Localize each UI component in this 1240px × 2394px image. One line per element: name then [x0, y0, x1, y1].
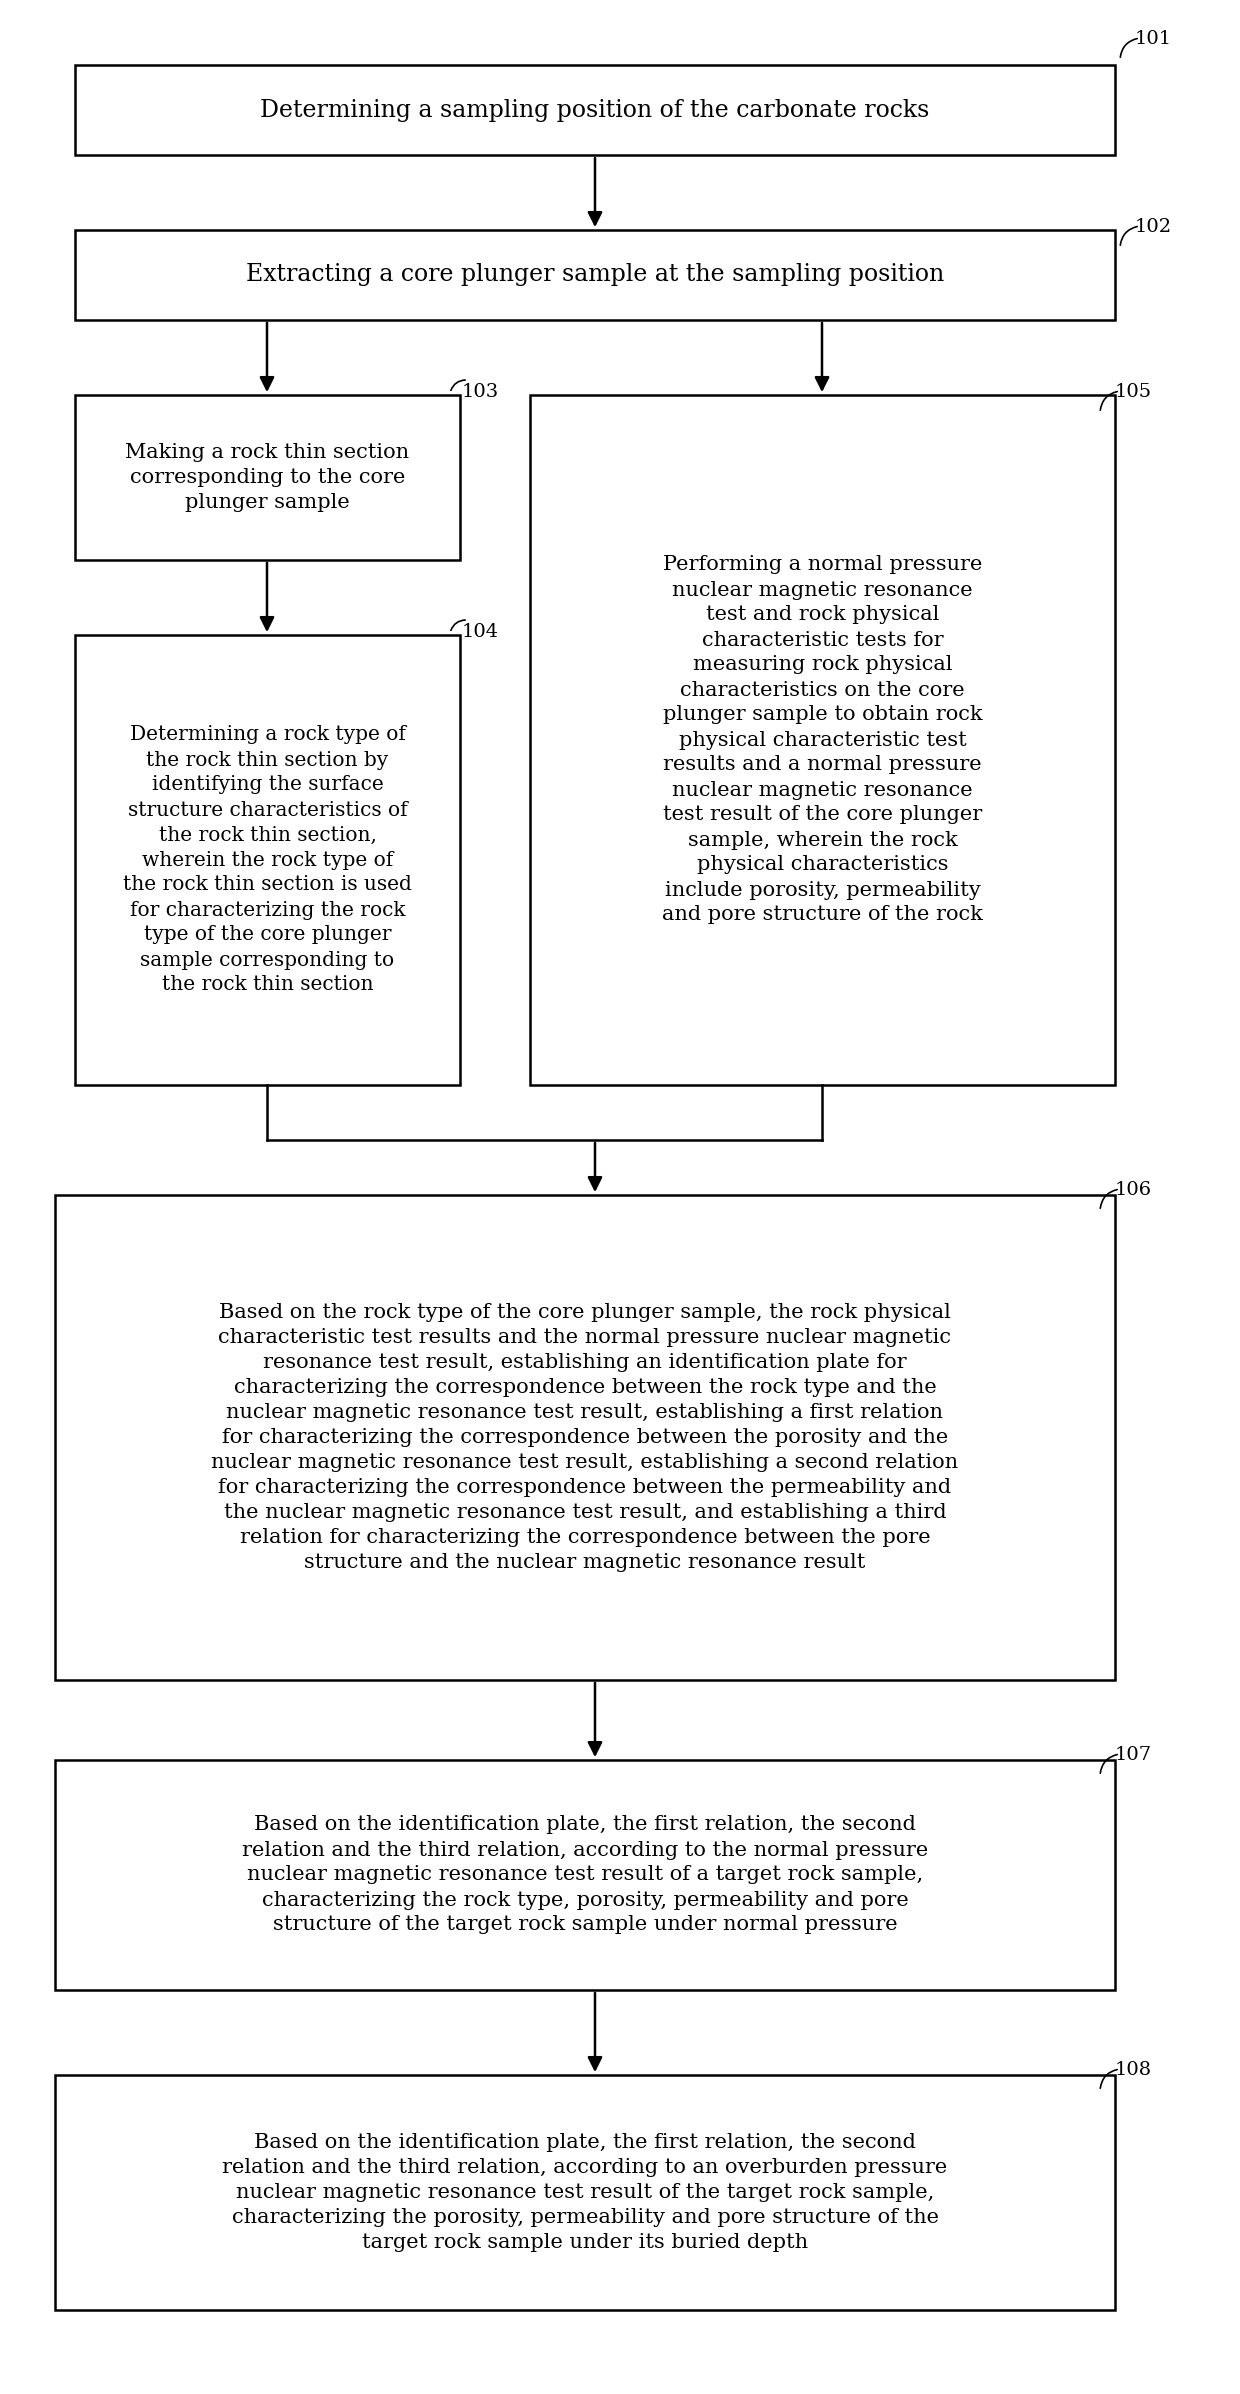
Text: Performing a normal pressure
nuclear magnetic resonance
test and rock physical
c: Performing a normal pressure nuclear mag…: [662, 555, 983, 924]
Text: Based on the identification plate, the first relation, the second
relation and t: Based on the identification plate, the f…: [222, 2133, 947, 2253]
Bar: [529, 395, 1115, 1084]
Text: Determining a sampling position of the carbonate rocks: Determining a sampling position of the c…: [260, 98, 930, 122]
Text: Based on the rock type of the core plunger sample, the rock physical
characteris: Based on the rock type of the core plung…: [212, 1302, 959, 1573]
Text: 102: 102: [1135, 218, 1172, 237]
Text: 107: 107: [1115, 1745, 1152, 1764]
Text: 104: 104: [463, 622, 500, 642]
Text: Based on the identification plate, the first relation, the second
relation and t: Based on the identification plate, the f…: [242, 1815, 928, 1934]
Bar: [74, 65, 1115, 156]
Text: Making a rock thin section
corresponding to the core
plunger sample: Making a rock thin section corresponding…: [125, 443, 409, 512]
Text: 105: 105: [1115, 383, 1152, 402]
Bar: [55, 1195, 1115, 1681]
Bar: [74, 634, 460, 1084]
Bar: [55, 1760, 1115, 1989]
Bar: [74, 395, 460, 560]
Bar: [55, 2076, 1115, 2310]
Text: 108: 108: [1115, 2061, 1152, 2078]
Text: 106: 106: [1115, 1180, 1152, 1199]
Text: Extracting a core plunger sample at the sampling position: Extracting a core plunger sample at the …: [246, 263, 944, 287]
Text: 103: 103: [463, 383, 500, 402]
Text: Determining a rock type of
the rock thin section by
identifying the surface
stru: Determining a rock type of the rock thin…: [123, 725, 412, 994]
Text: 101: 101: [1135, 31, 1172, 48]
Bar: [74, 230, 1115, 321]
